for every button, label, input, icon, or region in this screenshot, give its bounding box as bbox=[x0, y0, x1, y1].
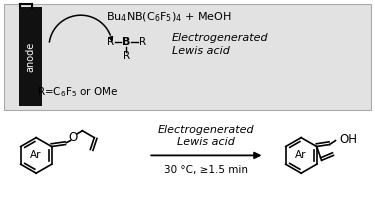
Text: Lewis acid: Lewis acid bbox=[172, 46, 230, 56]
Text: R: R bbox=[107, 37, 114, 47]
Text: Bu$_4$NB(C$_6$F$_5$)$_4$ + MeOH: Bu$_4$NB(C$_6$F$_5$)$_4$ + MeOH bbox=[106, 10, 231, 24]
Text: Ar: Ar bbox=[296, 150, 307, 160]
Text: Lewis acid: Lewis acid bbox=[177, 137, 235, 146]
Text: 30 °C, ≥1.5 min: 30 °C, ≥1.5 min bbox=[164, 165, 248, 175]
Text: Electrogenerated: Electrogenerated bbox=[158, 125, 254, 135]
Text: R: R bbox=[139, 37, 146, 47]
Bar bbox=[4, 4, 370, 110]
Text: R=C$_6$F$_5$ or OMe: R=C$_6$F$_5$ or OMe bbox=[37, 85, 118, 99]
Bar bbox=[19, 7, 42, 106]
Text: anode: anode bbox=[26, 42, 36, 72]
Text: OH: OH bbox=[339, 133, 357, 146]
Text: Ar: Ar bbox=[30, 150, 42, 160]
Text: Electrogenerated: Electrogenerated bbox=[172, 33, 269, 43]
Text: B: B bbox=[122, 37, 130, 47]
Text: O: O bbox=[69, 131, 78, 144]
Text: R: R bbox=[123, 51, 130, 61]
